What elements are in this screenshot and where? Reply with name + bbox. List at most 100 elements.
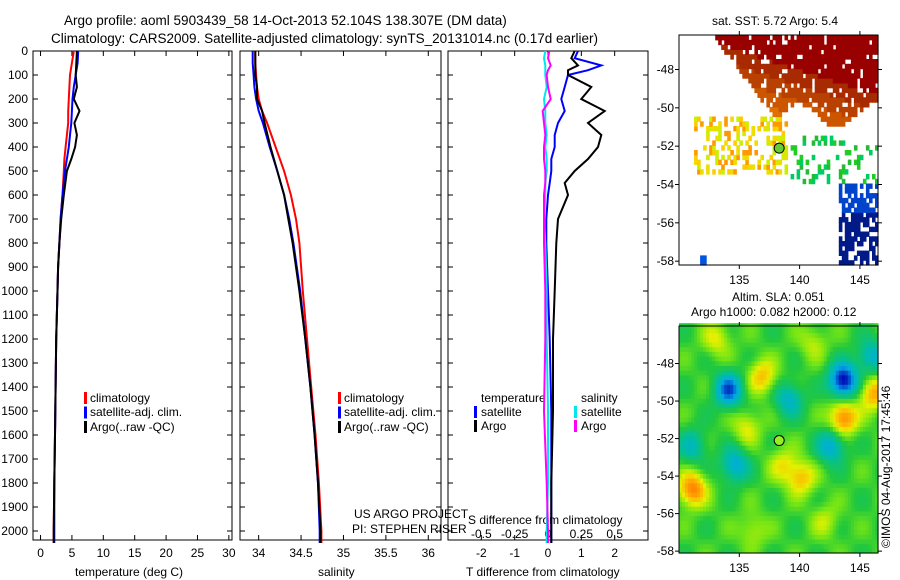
map-cell	[805, 407, 810, 413]
map-cell	[751, 492, 755, 498]
map-cell	[688, 548, 692, 554]
map-cell	[739, 431, 743, 437]
map-cell	[721, 398, 725, 404]
map-cell	[865, 407, 870, 413]
map-cell	[688, 501, 692, 507]
map-cell	[805, 384, 810, 390]
map-cell	[805, 501, 810, 507]
map-cell	[853, 82, 858, 89]
map-cell	[875, 510, 879, 517]
map-cell	[745, 529, 749, 535]
map-cell	[784, 393, 789, 399]
map-cell	[727, 49, 731, 55]
map-cell	[847, 374, 852, 381]
map-cell	[820, 548, 825, 554]
map-cell	[739, 332, 743, 338]
map-cell	[757, 412, 761, 418]
map-cell	[712, 524, 716, 531]
map-cell	[760, 445, 764, 451]
map-cell	[829, 356, 834, 362]
map-cell	[823, 492, 828, 498]
map-cell	[733, 520, 737, 526]
map-cell	[793, 412, 798, 418]
map-cell	[757, 68, 761, 74]
map-cell	[772, 463, 777, 470]
map-cell	[721, 492, 725, 498]
map-cell	[712, 501, 716, 507]
map-cell	[790, 426, 795, 432]
map-cell	[766, 384, 770, 390]
map-cell	[814, 407, 819, 413]
map-cell	[853, 226, 858, 233]
map-cell	[694, 524, 698, 531]
map-cell	[745, 159, 749, 165]
map-cell	[853, 207, 858, 213]
map-cell	[869, 445, 873, 451]
map-cell	[820, 35, 825, 41]
map-cell	[841, 402, 846, 409]
map-cell	[856, 39, 861, 46]
map-cell	[823, 337, 828, 343]
map-cell	[727, 370, 731, 376]
map-cell	[703, 449, 707, 456]
map-cell	[721, 360, 725, 366]
map-cell	[751, 487, 755, 493]
map-cell	[700, 449, 704, 456]
map-cell	[730, 159, 734, 165]
map-cell	[817, 478, 822, 484]
map-cell	[869, 54, 873, 60]
map-cell	[721, 440, 725, 446]
map-cell	[823, 506, 828, 512]
map-cell	[814, 478, 819, 484]
map-cell	[697, 159, 701, 165]
map-cell	[793, 351, 798, 357]
map-cell	[835, 463, 840, 470]
map-cell	[715, 520, 719, 526]
map-cell	[856, 92, 861, 98]
map-cell	[715, 388, 719, 395]
map-cell	[841, 82, 846, 89]
map-cell	[865, 360, 870, 366]
map-cell	[781, 402, 786, 409]
map-cell	[835, 78, 840, 84]
map-cell	[781, 463, 786, 470]
map-cell	[694, 351, 698, 357]
map-cell	[706, 478, 710, 484]
map-cell	[688, 492, 692, 498]
map-cell	[727, 468, 731, 474]
map-cell	[875, 341, 879, 348]
map-cell	[826, 492, 831, 498]
title-line2: Climatology: CARS2009. Satellite-adjuste…	[51, 31, 598, 46]
map-cell	[742, 529, 746, 535]
map-cell	[712, 346, 716, 352]
map-cell	[847, 529, 852, 535]
map-cell	[709, 365, 713, 371]
map-cell	[865, 473, 870, 479]
map-cell	[718, 407, 722, 413]
map-cell	[694, 379, 698, 385]
map-cell	[721, 515, 725, 521]
map-cell	[856, 398, 861, 404]
map-cell	[784, 82, 789, 89]
map-cell	[760, 524, 764, 531]
map-cell	[694, 454, 698, 460]
map-cell	[872, 473, 876, 479]
map-cell	[766, 121, 770, 127]
depth-tick-label: 100	[8, 68, 28, 82]
map-cell	[754, 73, 758, 79]
map-cell	[847, 398, 852, 404]
map-cell	[799, 426, 804, 432]
map-cell	[715, 393, 719, 399]
map-cell	[688, 384, 692, 390]
map-cell	[802, 417, 807, 423]
map-cell	[679, 379, 683, 385]
map-cell	[742, 384, 746, 390]
map-cell	[706, 463, 710, 470]
map-cell	[865, 510, 870, 517]
map-cell	[853, 426, 858, 432]
map-cell	[859, 473, 864, 479]
map-cell	[865, 193, 870, 199]
map-cell	[733, 473, 737, 479]
map-cell	[748, 520, 752, 526]
map-cell	[869, 496, 873, 502]
